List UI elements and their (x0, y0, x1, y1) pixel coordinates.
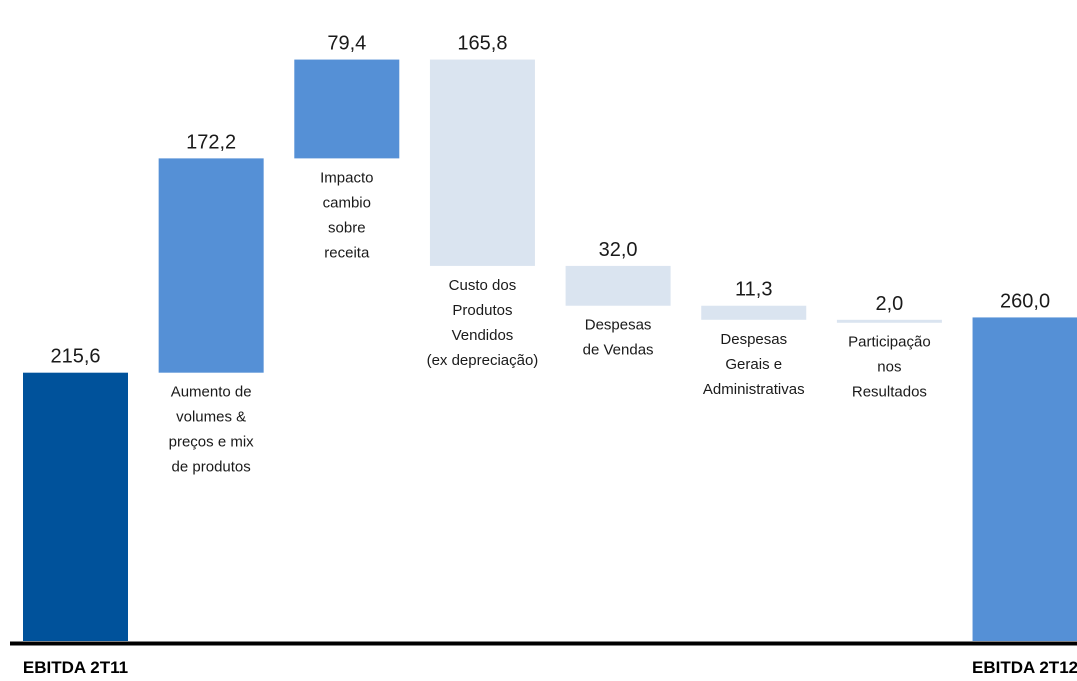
category-label-3-line-0: Custo dos (449, 277, 517, 294)
value-label-3: 165,8 (457, 33, 507, 55)
category-label-2-line-1: cambio (323, 194, 371, 211)
category-label-1-line-0: Aumento de (171, 384, 252, 401)
category-label-1-line-3: de produtos (172, 459, 251, 476)
axis-label-0: EBITDA 2T11 (23, 658, 128, 677)
value-label-6: 2,0 (875, 293, 903, 315)
value-label-0: 215,6 (50, 346, 100, 368)
category-label-5-line-2: Administrativas (703, 381, 805, 398)
category-label-2-line-2: sobre (328, 219, 366, 236)
category-label-2-line-3: receita (324, 244, 370, 261)
value-label-2: 79,4 (327, 33, 366, 55)
bar-5 (701, 305, 807, 320)
category-label-6-line-0: Participação (848, 333, 931, 350)
value-label-7: 260,0 (1000, 290, 1050, 312)
category-label-6-line-1: nos (877, 358, 901, 375)
value-label-4: 32,0 (599, 239, 638, 261)
value-label-5: 11,3 (735, 279, 772, 301)
bar-3 (429, 59, 535, 266)
category-label-1-line-2: preços e mix (169, 434, 255, 451)
bar-6 (836, 319, 942, 323)
value-label-1: 172,2 (186, 131, 236, 153)
category-label-5-line-1: Gerais e (725, 356, 782, 373)
category-label-5-line-0: Despesas (720, 331, 787, 348)
bar-2 (294, 59, 400, 159)
axis-label-7: EBITDA 2T12 (972, 658, 1077, 677)
category-label-3-line-1: Produtos (452, 302, 512, 319)
category-label-2-line-0: Impacto (320, 169, 373, 186)
bar-4 (565, 265, 671, 306)
bar-0 (23, 372, 128, 641)
category-label-3-line-3: (ex depreciação) (427, 352, 539, 369)
bars-group (23, 59, 1077, 641)
category-label-4-line-1: de Vendas (583, 342, 654, 359)
labels-group: 215,6 EBITDA 2T11 172,2 Aumento de volumes &… (23, 33, 1077, 677)
bar-1 (158, 158, 264, 373)
category-label-3-line-2: Vendidos (452, 327, 514, 344)
category-label-1-line-1: volumes & (176, 409, 246, 426)
category-label-6-line-2: Resultados (852, 383, 927, 400)
bar-7 (972, 317, 1077, 641)
category-label-4-line-0: Despesas (585, 317, 652, 334)
